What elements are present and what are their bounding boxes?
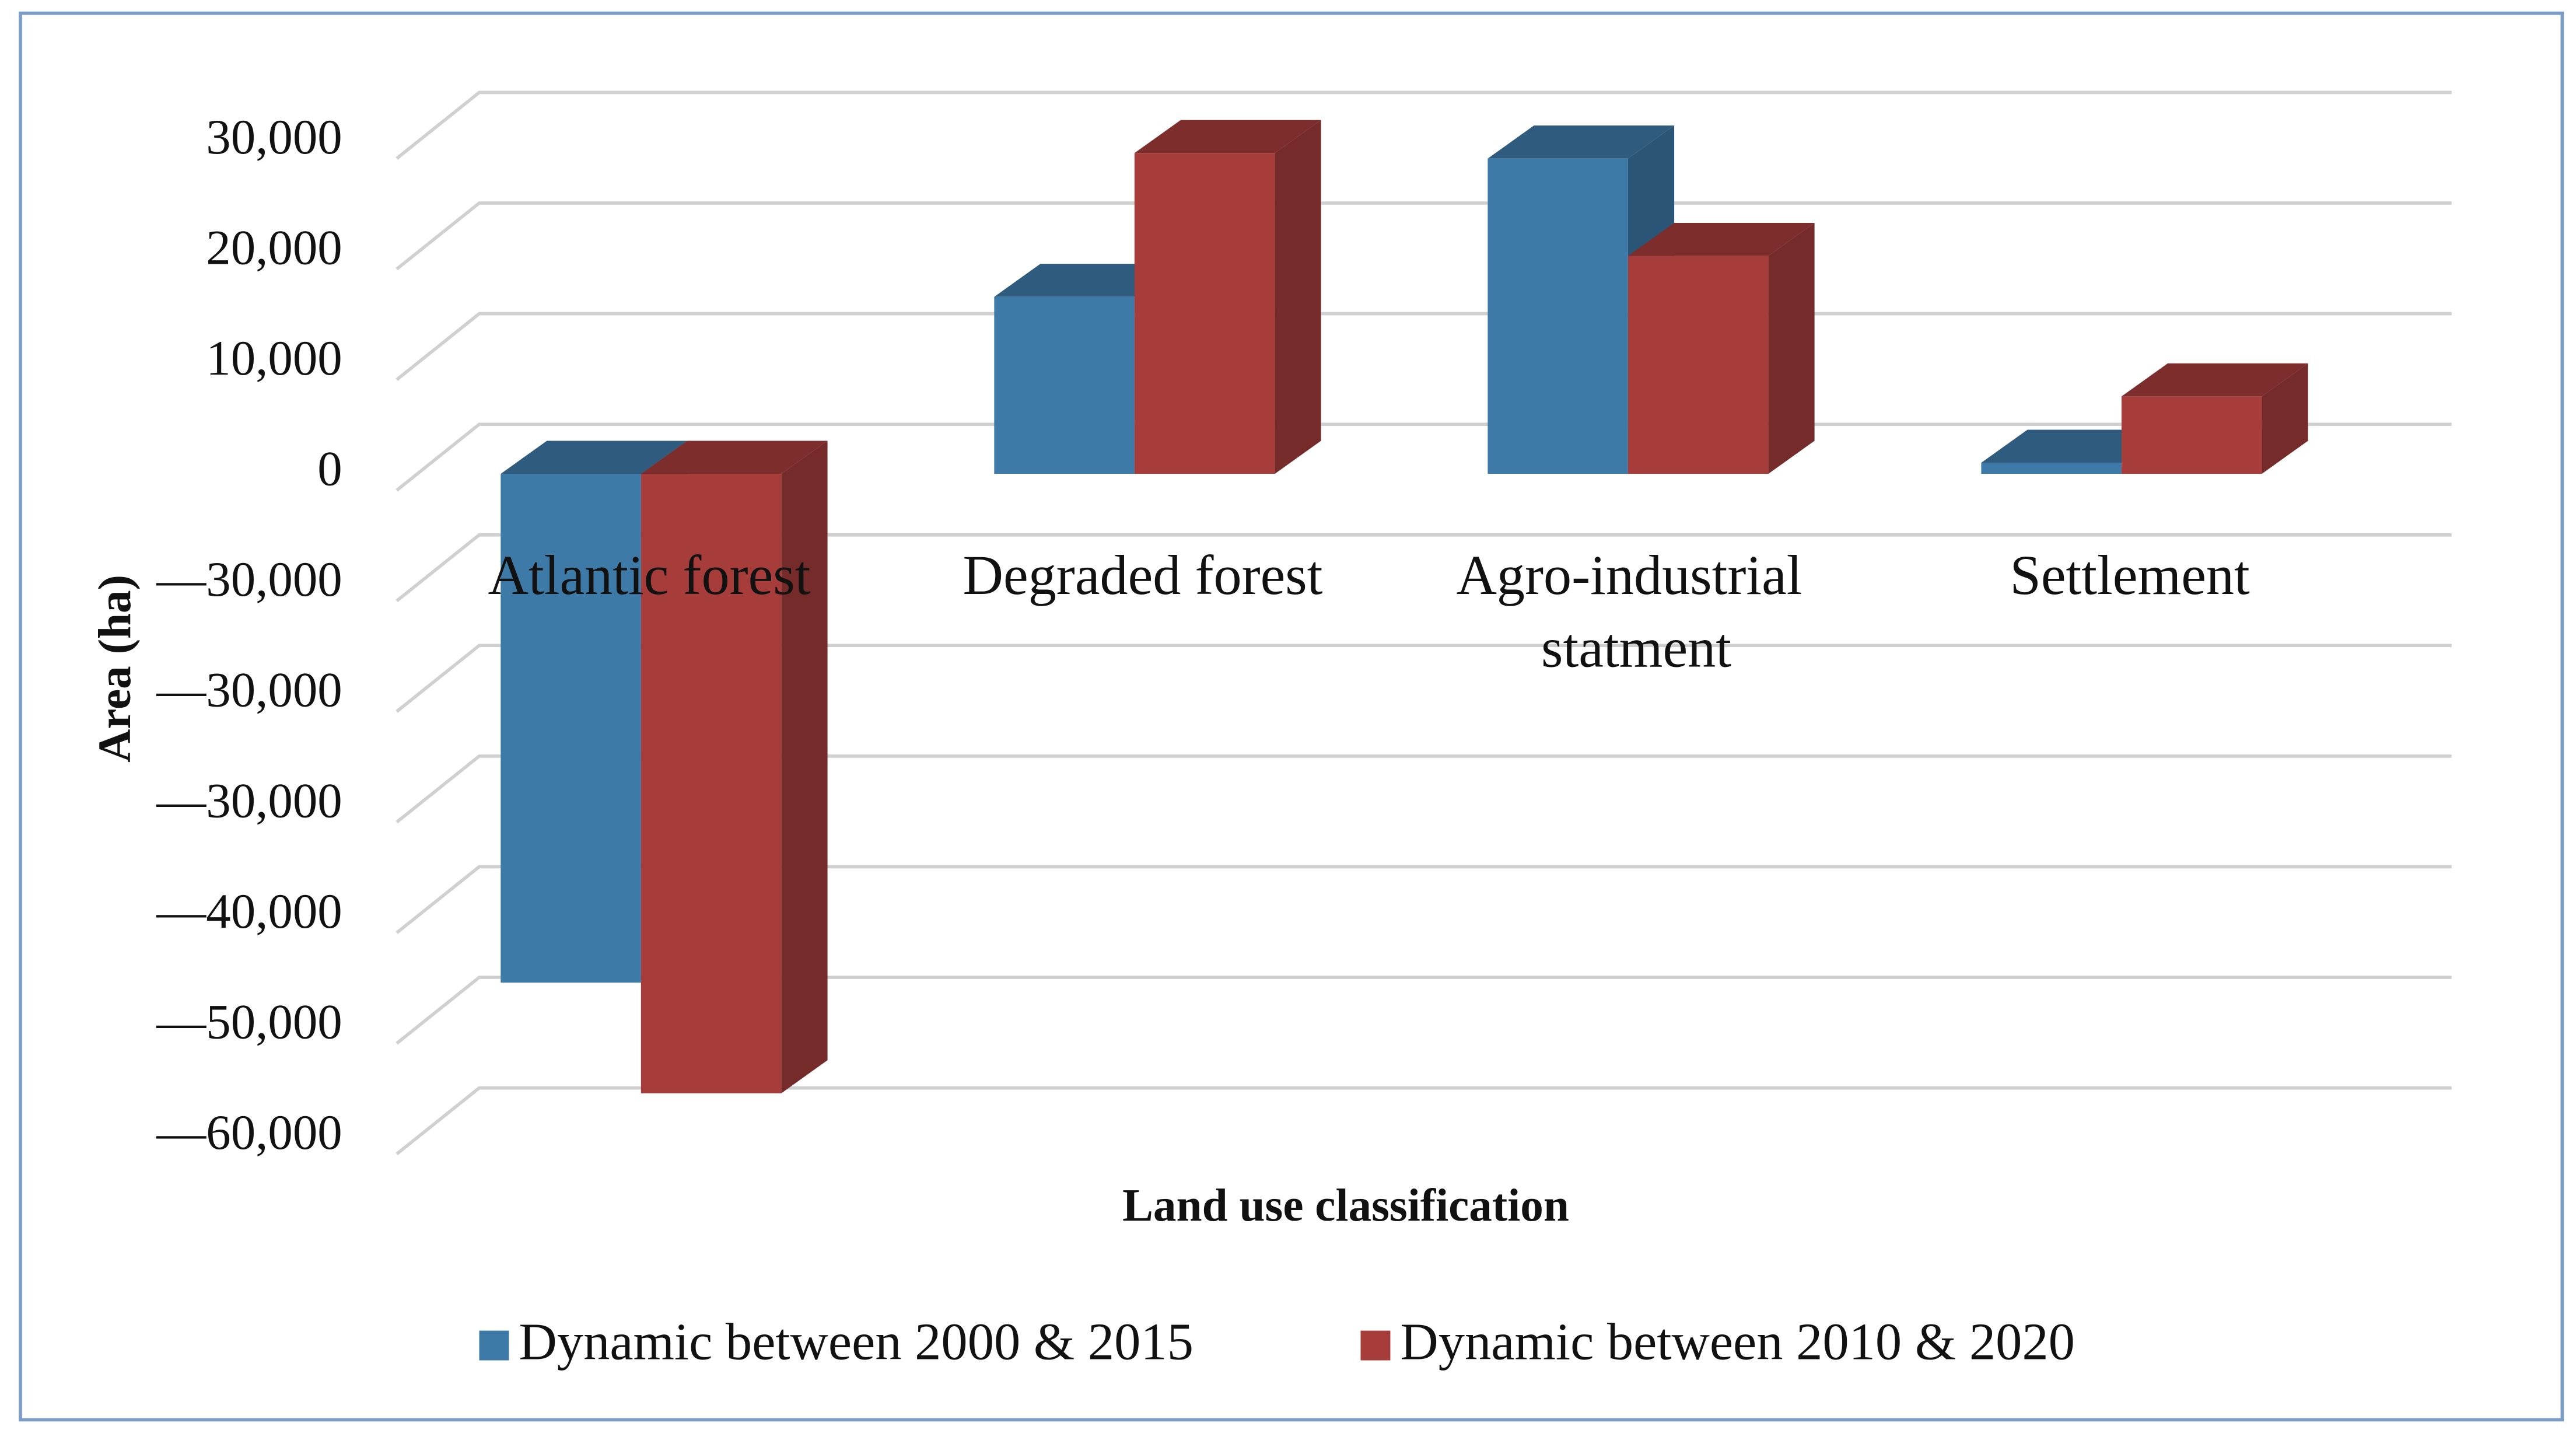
- bar-top: [1981, 429, 2168, 463]
- label-line: statment: [1541, 617, 1731, 679]
- bar-side: [1275, 120, 1321, 474]
- legend-swatch: [1360, 1330, 1391, 1361]
- bar-front: [1488, 158, 1628, 474]
- grid-line: [396, 754, 2452, 824]
- bar-top: [1488, 125, 1675, 159]
- label-line: Agro-industrial: [1456, 544, 1816, 606]
- y-tick-label: 20,000: [206, 220, 342, 275]
- bar-front: [994, 296, 1135, 474]
- grid-line: [396, 976, 2452, 1045]
- bar-side: [781, 441, 828, 1093]
- y-tick-label: 0: [317, 442, 342, 497]
- bar-side: [1768, 223, 1815, 474]
- bar-side: [2262, 363, 2308, 474]
- legend-swatch: [479, 1330, 509, 1361]
- bar: [1628, 223, 1815, 474]
- bar-top: [994, 264, 1181, 297]
- x-tick-label: Atlantic forest: [488, 544, 811, 606]
- bar-front: [1628, 256, 1769, 474]
- bar: [640, 441, 828, 1093]
- y-tick-label: —50,000: [156, 994, 342, 1049]
- grid-line: [396, 201, 2452, 271]
- bar-top: [1134, 120, 1321, 153]
- x-tick-label: Degraded forest: [963, 544, 1323, 606]
- y-tick-label: —30,000: [156, 773, 342, 828]
- bar: [2121, 363, 2308, 474]
- y-axis-title: Area (ha): [89, 575, 141, 763]
- bar-top: [2121, 363, 2308, 397]
- grid-line: [396, 1086, 2452, 1156]
- y-tick-label: —30,000: [156, 663, 342, 718]
- x-axis-title: Land use classification: [1122, 1180, 1569, 1231]
- bar-front: [2121, 396, 2262, 474]
- grid-line: [396, 533, 2452, 603]
- bar: [1134, 120, 1321, 474]
- y-tick-label: 30,000: [206, 110, 342, 165]
- grid-line: [396, 644, 2452, 713]
- legend-label: Dynamic between 2010 & 2020: [1400, 1312, 2075, 1371]
- bar-top: [640, 441, 828, 474]
- y-tick-label: —60,000: [156, 1105, 342, 1160]
- y-tick-label: —30,000: [156, 552, 342, 607]
- y-tick-label: 10,000: [206, 331, 342, 386]
- x-tick-label: Agro-industrial statment: [1456, 544, 1816, 679]
- bar-front: [1981, 463, 2122, 474]
- bar-front: [501, 474, 641, 983]
- grid-line: [396, 90, 2452, 160]
- y-tick-label: —40,000: [156, 884, 342, 939]
- legend-label: Dynamic between 2000 & 2015: [519, 1312, 1194, 1371]
- bar-front: [640, 474, 782, 1093]
- x-tick-label: Settlement: [2010, 544, 2250, 606]
- bar-front: [1134, 153, 1275, 474]
- bar-top: [501, 441, 688, 474]
- bar-top: [1628, 223, 1815, 256]
- grid-line: [396, 865, 2452, 934]
